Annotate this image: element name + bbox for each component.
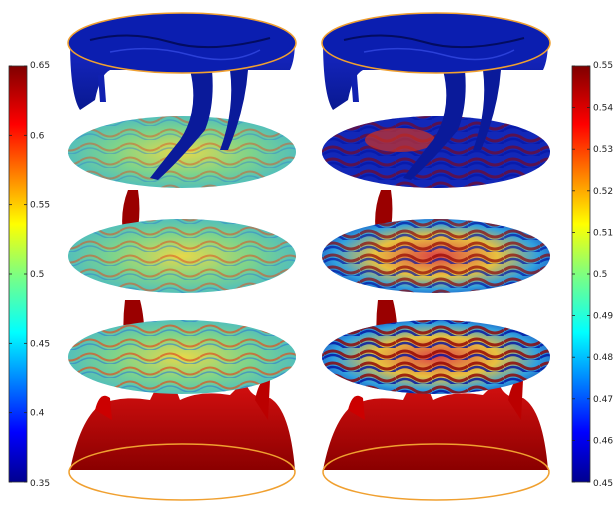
right-colorbar-tick-label: 0.45: [593, 479, 613, 489]
left-colorbar-tick-label: 0.45: [30, 339, 50, 349]
left-colorbar-tick-label: 0.4: [30, 409, 45, 419]
right-colorbar-tick-label: 0.49: [593, 312, 613, 322]
right-bottom-ring: [322, 443, 550, 501]
left-colorbar-tick-label: 0.5: [30, 270, 44, 280]
right-colorbar-tick-label: 0.47: [593, 395, 613, 405]
left-panel: [67, 12, 297, 501]
right-colorbar-tick-label: 0.51: [593, 228, 613, 238]
right-colorbar-tick-label: 0.46: [593, 436, 613, 446]
left-top-lid: [67, 12, 297, 74]
left-colorbar-tick-label: 0.35: [30, 479, 50, 489]
left-slice-2: [68, 219, 296, 293]
right-colorbar-tick-label: 0.53: [593, 145, 613, 155]
right-colorbar-tick-label: 0.48: [593, 353, 613, 363]
right-top-lid: [321, 12, 551, 74]
left-slice-3: [68, 320, 296, 394]
right-colorbar-tick-label: 0.52: [593, 187, 613, 197]
left-colorbar-tick-label: 0.6: [30, 131, 45, 141]
left-colorbar-tick-label: 0.55: [30, 201, 50, 211]
right-colorbar-tick-label: 0.5: [593, 270, 607, 280]
right-colorbar-tick-label: 0.55: [593, 61, 613, 71]
left-colorbar-tick-label: 0.65: [30, 61, 50, 71]
left-colorbar: 0.65 0.6 0.55 0.5 0.45 0.4 0.35: [8, 61, 50, 489]
right-colorbar-tick-label: 0.54: [593, 104, 613, 114]
right-colorbar: 0.55 0.54 0.53 0.52 0.51 0.5 0.49 0.48 0.47 0.46 0…: [571, 61, 613, 489]
right-slice-3: [322, 320, 550, 394]
right-panel: [321, 12, 551, 501]
right-slice-2: [322, 219, 550, 293]
left-bottom-ring: [68, 443, 296, 501]
